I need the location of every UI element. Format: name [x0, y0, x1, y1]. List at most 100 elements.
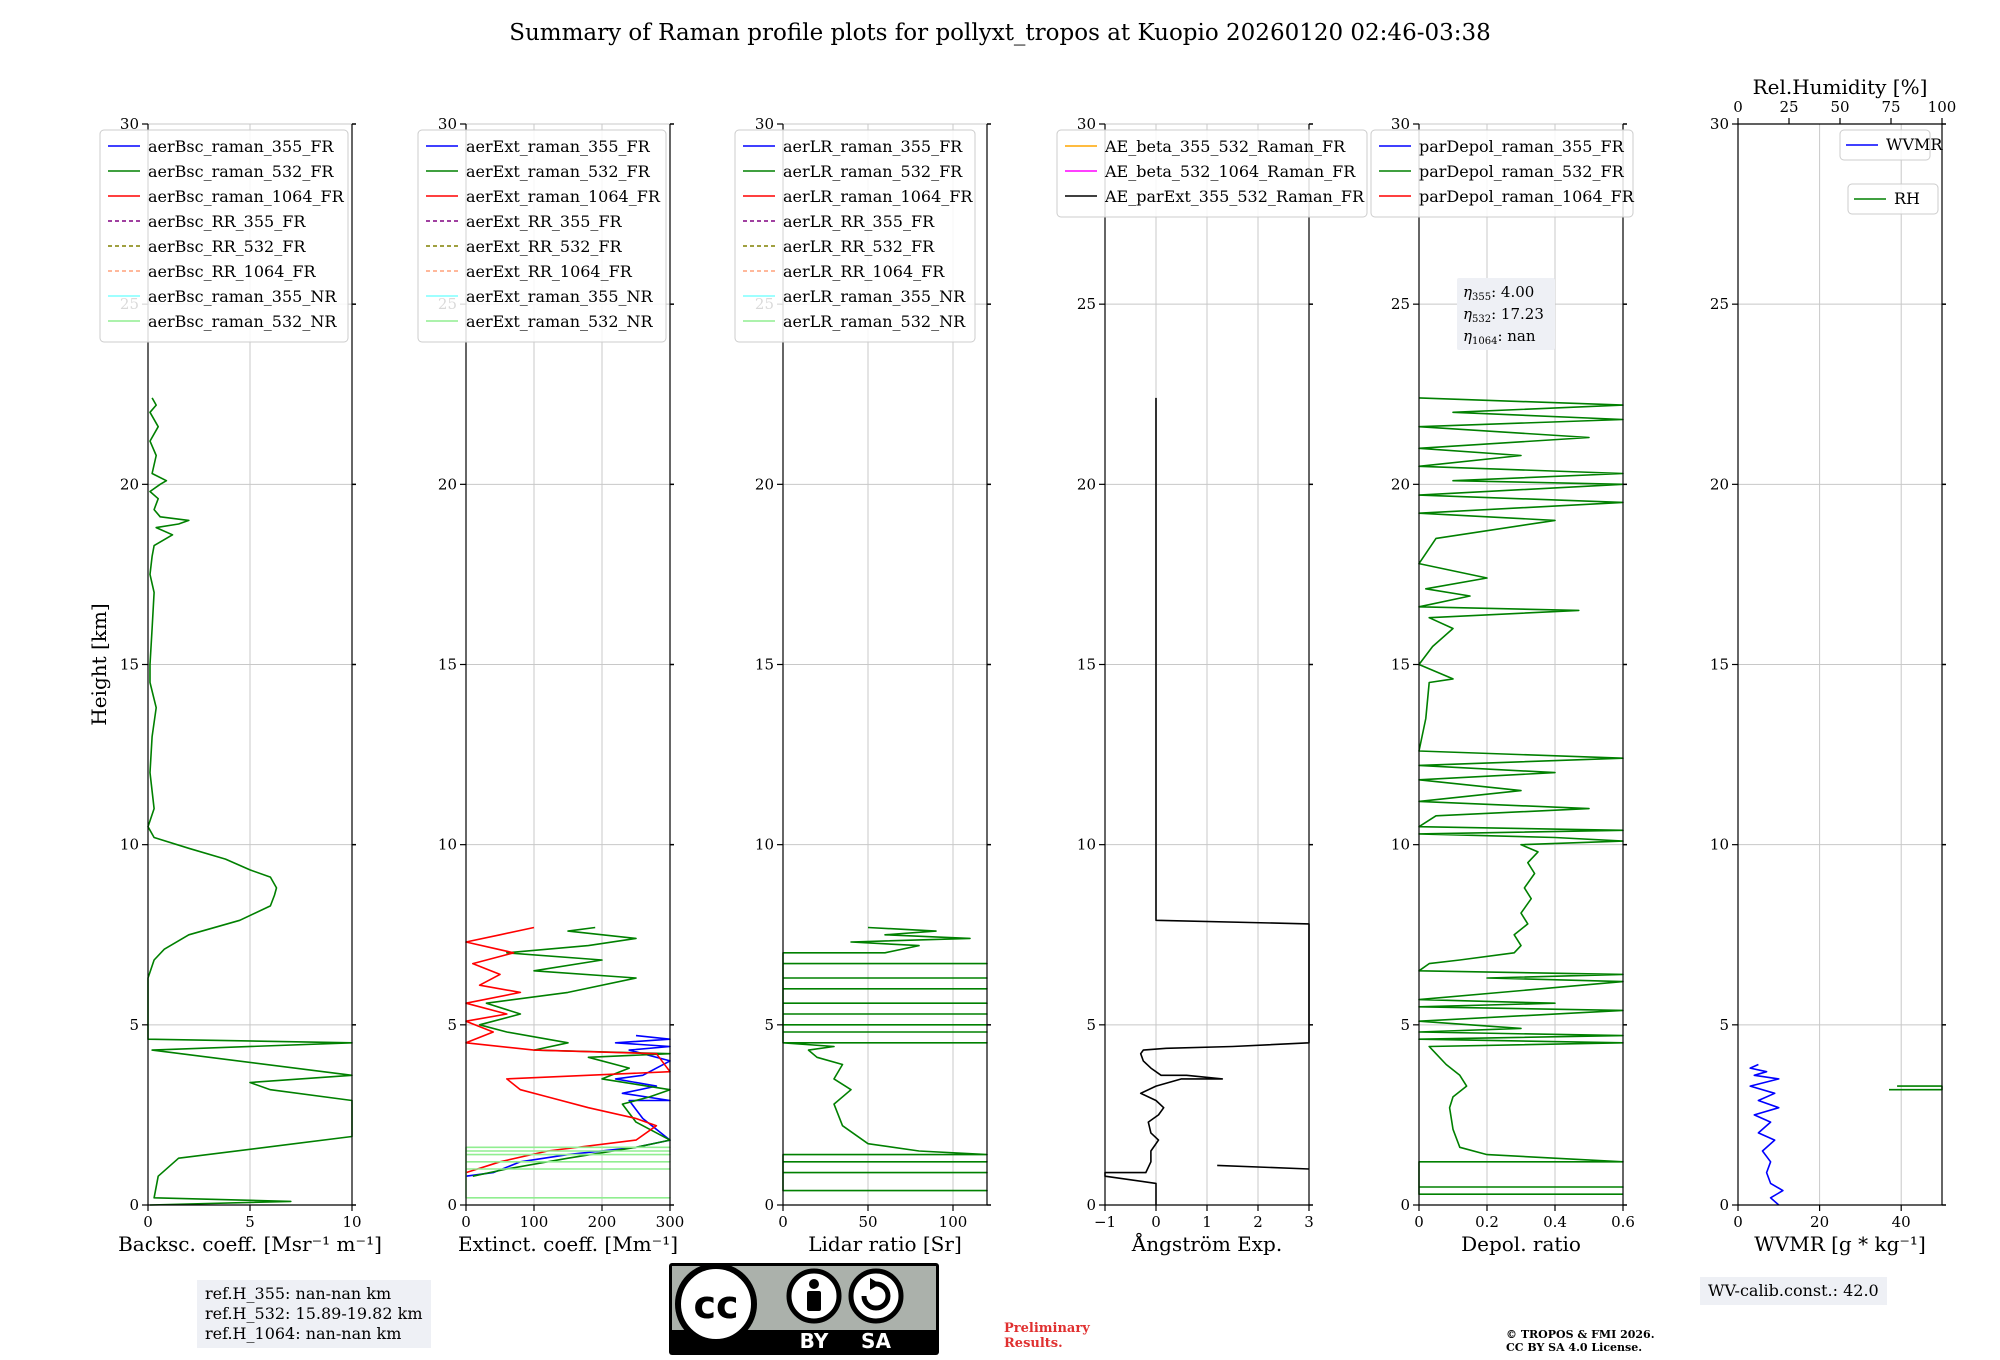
panel-bsc: 0510152025300510Backsc. coeff. [Msr⁻¹ m⁻… — [87, 115, 382, 1256]
series-RH — [1889, 1085, 1943, 1091]
ytick-label: 20 — [1077, 475, 1096, 493]
xtick-label: 50 — [858, 1213, 877, 1231]
legend-label: aerExt_raman_532_FR — [466, 162, 651, 181]
page-title: Summary of Raman profile plots for polly… — [509, 20, 1491, 46]
copyright-line-1: © TROPOS & FMI 2026. — [1506, 1328, 1655, 1341]
ytick-label: 15 — [755, 656, 774, 674]
ref-h-532: ref.H_532: 15.89-19.82 km — [205, 1304, 423, 1323]
legend-label: WVMR — [1886, 135, 1943, 154]
wv-calib-const: WV-calib.const.: 42.0 — [1708, 1281, 1879, 1300]
legend-label: aerExt_RR_1064_FR — [466, 262, 633, 281]
ytick-label: 25 — [1391, 295, 1410, 313]
xtick-label: 1 — [1202, 1213, 1212, 1231]
xtick-label: 0 — [1733, 1213, 1743, 1231]
xtick-label: 3 — [1304, 1213, 1314, 1231]
ytick-label: 0 — [1086, 1196, 1096, 1214]
x-axis-label: WVMR [g * kg⁻¹] — [1754, 1232, 1926, 1256]
xtick-label: 0 — [778, 1213, 788, 1231]
xtick-label: 0.4 — [1543, 1213, 1567, 1231]
ytick-label: 0 — [129, 1196, 139, 1214]
xtick-label: −1 — [1094, 1213, 1116, 1231]
ref-h-1064: ref.H_1064: nan-nan km — [205, 1324, 402, 1343]
legend-label: aerLR_raman_1064_FR — [783, 187, 973, 206]
wv-calib-box: WV-calib.const.: 42.0 — [1700, 1277, 1887, 1305]
cc-logo-text: cc — [693, 1283, 738, 1327]
legend-label: aerBsc_raman_532_NR — [148, 312, 337, 331]
ytick-label: 20 — [1710, 475, 1729, 493]
legend-label: RH — [1894, 189, 1920, 208]
legend-label: parDepol_raman_1064_FR — [1419, 187, 1635, 206]
xtick-label: 0 — [1151, 1213, 1161, 1231]
ytick-label: 10 — [1077, 836, 1096, 854]
legend-label: aerExt_raman_355_NR — [466, 287, 654, 306]
legend-box — [1056, 129, 1368, 218]
ytick-label: 20 — [120, 475, 139, 493]
series-parDepol_raman_532_FR — [1418, 397, 1624, 1195]
top-tick-label: 50 — [1830, 98, 1849, 116]
legend-label: aerBsc_raman_355_NR — [148, 287, 337, 306]
xtick-label: 40 — [1892, 1213, 1911, 1231]
ytick-label: 30 — [755, 115, 774, 133]
legend-label: parDepol_raman_355_FR — [1419, 137, 1625, 156]
xtick-label: 100 — [520, 1213, 549, 1231]
legend-label: aerExt_raman_532_NR — [466, 312, 654, 331]
legend-label: aerBsc_RR_532_FR — [148, 237, 306, 256]
series-AE_parExt_tail — [1217, 1164, 1310, 1170]
ytick-label: 15 — [1077, 656, 1096, 674]
ytick-label: 10 — [438, 836, 457, 854]
series-aerExt_raman_1064_FR — [465, 926, 671, 1174]
top-axis-label: Rel.Humidity [%] — [1753, 75, 1928, 99]
cc-by-text: BY — [800, 1329, 829, 1353]
legend-label: aerExt_RR_355_FR — [466, 212, 623, 231]
ytick-label: 20 — [755, 475, 774, 493]
ytick-label: 30 — [1710, 115, 1729, 133]
ytick-label: 10 — [1391, 836, 1410, 854]
top-tick-label: 75 — [1881, 98, 1900, 116]
ytick-label: 5 — [447, 1016, 457, 1034]
series-aerLR_raman_532_FR — [782, 926, 988, 1192]
top-tick-label: 100 — [1928, 98, 1957, 116]
ytick-label: 30 — [120, 115, 139, 133]
eta-annotation-box — [1457, 278, 1555, 350]
legend-box — [1839, 129, 1931, 161]
ytick-label: 15 — [1391, 656, 1410, 674]
xtick-label: 0 — [461, 1213, 471, 1231]
ref-height-box: ref.H_355: nan-nan km ref.H_532: 15.89-1… — [197, 1280, 431, 1348]
cc-sa-text: SA — [861, 1329, 891, 1353]
preliminary-note: Preliminary Results. — [1004, 1321, 1090, 1351]
xtick-label: 300 — [656, 1213, 685, 1231]
ytick-label: 5 — [1400, 1016, 1410, 1034]
series-aerBsc_raman_532_FR — [147, 397, 353, 1206]
legend: aerExt_raman_355_FR aerExt_raman_532_FRae… — [417, 129, 667, 343]
x-axis-label: Depol. ratio — [1461, 1232, 1581, 1256]
ytick-label: 10 — [120, 836, 139, 854]
ref-h-355: ref.H_355: nan-nan km — [205, 1284, 392, 1303]
legend-label: aerLR_RR_532_FR — [783, 237, 935, 256]
legend: parDepol_raman_355_FR parDepol_raman_532_… — [1370, 129, 1635, 218]
xtick-label: 2 — [1253, 1213, 1263, 1231]
ytick-label: 5 — [1086, 1016, 1096, 1034]
legend-box — [417, 129, 667, 343]
legend-label: aerBsc_RR_355_FR — [148, 212, 306, 231]
ytick-label: 30 — [438, 115, 457, 133]
ytick-label: 10 — [755, 836, 774, 854]
ytick-label: 15 — [120, 656, 139, 674]
legend-label: aerBsc_raman_532_FR — [148, 162, 334, 181]
legend-box — [99, 129, 349, 343]
x-axis-label: Extinct. coeff. [Mm⁻¹] — [458, 1232, 678, 1256]
legend-box — [1847, 183, 1939, 215]
panel-ext: 0510152025300100200300Extinct. coeff. [M… — [417, 115, 685, 1256]
sa-icon — [848, 1268, 904, 1324]
xtick-label: 0 — [1414, 1213, 1424, 1231]
x-axis-label: Ångström Exp. — [1131, 1231, 1282, 1256]
legend-label: aerBsc_raman_355_FR — [148, 137, 334, 156]
legend-label: AE_parExt_355_532_Raman_FR — [1104, 187, 1365, 206]
top-tick-label: 0 — [1733, 98, 1743, 116]
series-aerExt_raman_532_NR — [465, 1146, 671, 1199]
copyright-note: © TROPOS & FMI 2026. CC BY SA 4.0 Licens… — [1506, 1328, 1655, 1354]
ytick-label: 30 — [1391, 115, 1410, 133]
preliminary-line-2: Results. — [1004, 1336, 1063, 1351]
ytick-label: 5 — [129, 1016, 139, 1034]
ytick-label: 5 — [1719, 1016, 1729, 1034]
